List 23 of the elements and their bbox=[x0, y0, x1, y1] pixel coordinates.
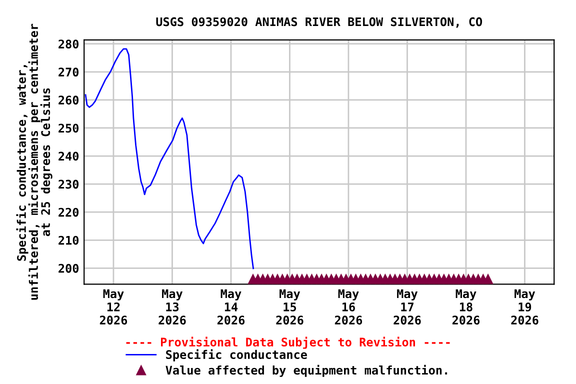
x-tick-label: May 15 2026 bbox=[276, 289, 304, 325]
y-tick-label: 200 bbox=[58, 264, 79, 273]
chart-title: USGS 09359020 ANIMAS RIVER BELOW SILVERTON, CO bbox=[156, 17, 482, 28]
text: ---- Provisional Data Subject to Revision ---- bbox=[126, 336, 450, 349]
y-tick-label: 230 bbox=[58, 180, 79, 189]
y-tick-label: 210 bbox=[58, 236, 79, 245]
y-tick-label: 250 bbox=[58, 124, 79, 133]
y-tick-label: 260 bbox=[58, 96, 79, 105]
x-tick-label: May 17 2026 bbox=[394, 289, 421, 325]
x-tick-label: May 16 2026 bbox=[334, 289, 362, 325]
legend-label: Specific conductance bbox=[166, 349, 307, 362]
y-tick-label: 270 bbox=[58, 68, 79, 77]
x-tick-label: May 13 2026 bbox=[158, 289, 186, 325]
line-series bbox=[84, 48, 254, 270]
x-tick-label: May 12 2026 bbox=[100, 289, 128, 325]
y-axis-title: Specific conductance, water, unfiltered, microsiemens per centimeter at 25 degrees Celsius bbox=[16, 24, 52, 300]
x-tick-label: May 14 2026 bbox=[217, 289, 245, 325]
y-tick-label: 240 bbox=[58, 152, 79, 161]
y-tick-label: 220 bbox=[58, 208, 79, 217]
y-tick-label: 280 bbox=[58, 40, 79, 49]
legend-label: Value affected by equipment malfunction. bbox=[166, 364, 448, 377]
x-tick-label: May 19 2026 bbox=[511, 289, 538, 325]
x-tick-label: May 18 2026 bbox=[452, 289, 480, 325]
